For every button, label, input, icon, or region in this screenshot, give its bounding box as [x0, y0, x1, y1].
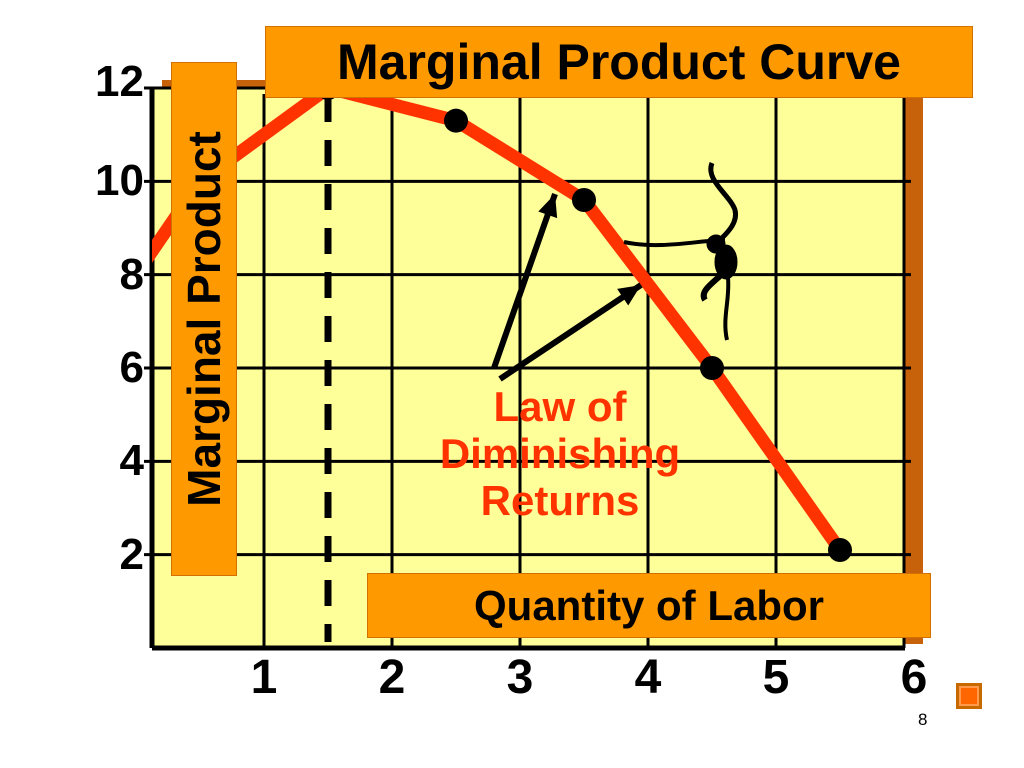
data-point [828, 538, 852, 562]
data-point [700, 356, 724, 380]
y-tick-label: 8 [119, 249, 144, 299]
arrow-line [491, 193, 558, 369]
y-axis-label: Marginal Product [178, 131, 230, 507]
y-tick-label: 6 [119, 343, 144, 392]
arrow-head [538, 194, 558, 219]
x-axis-label: Quantity of Labor [367, 573, 931, 638]
x-tick-label: 2 [378, 651, 406, 704]
x-tick-label: 5 [762, 651, 790, 704]
y-tick-label: 12 [95, 57, 144, 106]
y-tick-label: 2 [119, 529, 144, 579]
climber-figure-icon [623, 162, 739, 341]
y-axis-label-box: Marginal Product [171, 62, 237, 576]
data-point [444, 108, 468, 133]
x-tick-label: 6 [900, 651, 928, 704]
chart-title: Marginal Product Curve [265, 26, 973, 98]
page-number: 8 [918, 710, 928, 729]
arrow-line [498, 282, 643, 382]
y-tick-label: 4 [119, 436, 144, 486]
x-tick-label: 3 [506, 651, 534, 704]
x-tick-label: 1 [250, 651, 278, 704]
data-point [572, 188, 596, 212]
x-tick-label: 4 [634, 651, 662, 704]
y-tick-label: 10 [95, 156, 144, 206]
orange-square-nav-icon[interactable] [956, 683, 982, 709]
arrow-head [617, 285, 641, 306]
law-of-diminishing-returns-annotation: Law of Diminishing Returns [439, 383, 681, 525]
